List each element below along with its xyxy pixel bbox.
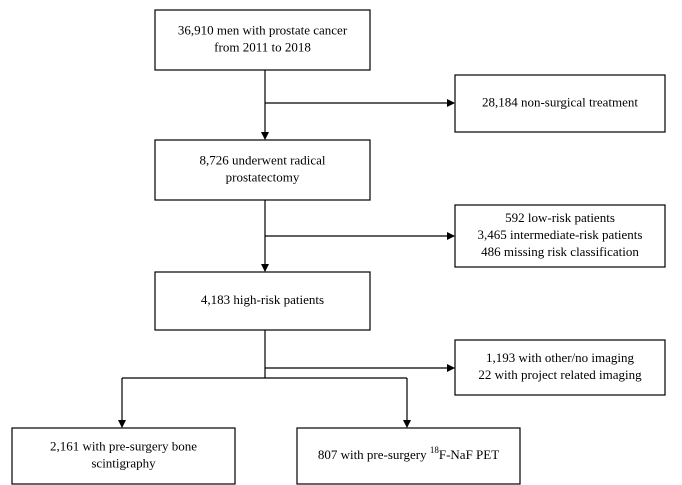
box-text: 807 with pre-surgery 18F-NaF PET (318, 445, 499, 462)
box-text: 28,184 non-surgical treatment (482, 94, 638, 109)
box-frame (11, 427, 236, 485)
flow-box: 592 low-risk patients 3,465 intermediate-… (454, 204, 666, 268)
flow-box: 807 with pre-surgery 18F-NaF PET (296, 427, 521, 485)
box-frame (454, 204, 666, 268)
box-text: 3,465 intermediate-risk patients (478, 227, 643, 242)
box-text: 22 with project related imaging (478, 367, 642, 382)
flow-box: 4,183 high-risk patients (154, 271, 371, 331)
box-text: from 2011 to 2018 (214, 39, 311, 54)
box-text: 592 low-risk patients (505, 210, 615, 225)
box-frame (454, 74, 666, 133)
box-text: 486 missing risk classification (481, 244, 639, 259)
box-frame (454, 339, 666, 396)
text-part: 807 with pre-surgery (318, 447, 430, 462)
box-frame (154, 139, 371, 201)
box-text: 1,193 with other/no imaging (486, 350, 635, 365)
connectors (118, 70, 455, 428)
box-text: 36,910 men with prostate cancer (178, 22, 348, 37)
box-text: scintigraphy (91, 455, 156, 470)
flow-box: 36,910 men with prostate cancer from 2011… (154, 9, 371, 71)
superscript: 18 (430, 445, 440, 455)
box-text: 2,161 with pre-surgery bone (50, 438, 197, 453)
text-part: F-NaF PET (439, 447, 499, 462)
box-text: 8,726 underwent radical (200, 152, 326, 167)
box-frame (154, 271, 371, 331)
flow-box: 8,726 underwent radical prostatectomy (154, 139, 371, 201)
flow-box: 2,161 with pre-surgery bone scintigraphy (11, 427, 236, 485)
flow-box: 28,184 non-surgical treatment (454, 74, 666, 133)
box-text: prostatectomy (226, 169, 300, 184)
box-frame (154, 9, 371, 71)
box-text: 4,183 high-risk patients (201, 292, 324, 307)
box-frame (296, 427, 521, 485)
flow-box: 1,193 with other/no imaging 22 with proje… (454, 339, 666, 396)
